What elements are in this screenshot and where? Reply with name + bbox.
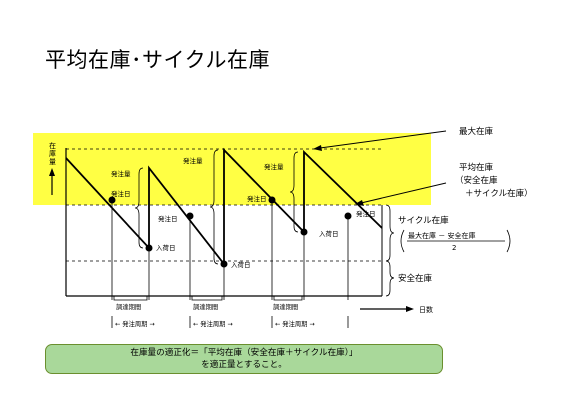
- order-quantity-brace: [289, 151, 299, 233]
- safety-stock-brace: [385, 260, 395, 297]
- max-stock-pointer: [319, 130, 447, 149]
- x-axis-label: 日数: [419, 305, 433, 314]
- lead-time-bracket: [273, 296, 303, 301]
- order-cycle-label: ← 発注周期 →: [193, 319, 233, 328]
- max-stock-arrowhead: [313, 145, 322, 151]
- order-cycle-label: ← 発注周期 →: [275, 319, 315, 328]
- formula-paren-right: [506, 229, 511, 253]
- summary-line: 在庫量の適正化＝「平均在庫（安全在庫＋サイクル在庫）」: [130, 348, 358, 358]
- summary-box: 在庫量の適正化＝「平均在庫（安全在庫＋サイクル在庫）」 を適正量とすること。: [45, 344, 443, 374]
- average-stock-label: （安全在庫: [455, 175, 498, 186]
- average-stock-pointer: [360, 182, 447, 204]
- order-qty-label: 発注量: [264, 162, 284, 171]
- arrival-day-label: 入荷日: [156, 243, 176, 252]
- safety-stock-label: 安全在庫: [398, 273, 433, 284]
- order-qty-label: 発注量: [111, 169, 131, 178]
- arrival-day-label: 入荷日: [231, 260, 251, 269]
- average-stock-label: 平均在庫: [459, 162, 494, 173]
- order-day-label: 発注日: [158, 214, 178, 223]
- order-day-label: 発注日: [111, 189, 131, 198]
- lead-time-label: 調達期間: [273, 302, 298, 311]
- order-day-dot: [108, 196, 116, 204]
- arrival-day-dot: [145, 244, 153, 252]
- lead-time-bracket: [113, 296, 148, 301]
- y-axis-arrowhead: [49, 168, 55, 176]
- formula-paren-left: [400, 229, 405, 253]
- order-day-label: 発注日: [247, 194, 267, 203]
- order-day-dot: [268, 196, 276, 204]
- max-stock-label: 最大在庫: [459, 126, 494, 137]
- arrival-day-label: 入荷日: [319, 229, 339, 238]
- order-qty-label: 発注量: [183, 156, 203, 165]
- average-stock-arrowhead: [355, 200, 364, 206]
- y-axis-label-char: 庫: [49, 149, 56, 158]
- cycle-stock-label: サイクル在庫: [398, 215, 449, 226]
- arrival-day-dot: [300, 228, 308, 236]
- average-stock-label: ＋サイクル在庫）: [465, 188, 533, 199]
- y-axis-label-char: 在: [49, 141, 56, 150]
- lead-time-label: 調達期間: [116, 302, 141, 311]
- page-title: 平均在庫･サイクル在庫: [45, 48, 270, 72]
- summary-line: を適正量とすること。: [201, 360, 287, 370]
- y-axis-label-char: 量: [49, 158, 56, 166]
- cycle-formula-denominator: 2: [452, 244, 456, 252]
- x-axis-arrowhead: [406, 306, 414, 312]
- order-quantity-brace: [209, 149, 219, 265]
- order-cycle-label: ← 発注周期 →: [115, 319, 155, 328]
- order-day-label: 発注日: [356, 209, 376, 218]
- cycle-stock-brace: [385, 204, 395, 262]
- order-day-dot: [344, 212, 352, 220]
- order-day-dot: [186, 212, 194, 220]
- arrival-day-dot: [220, 260, 228, 268]
- lead-time-label: 調達期間: [193, 302, 218, 311]
- average-stock-band: [33, 133, 431, 205]
- order-quantity-brace: [134, 167, 144, 249]
- cycle-formula-numerator: 最大在庫 － 安全在庫: [408, 231, 475, 240]
- lead-time-bracket: [191, 296, 223, 301]
